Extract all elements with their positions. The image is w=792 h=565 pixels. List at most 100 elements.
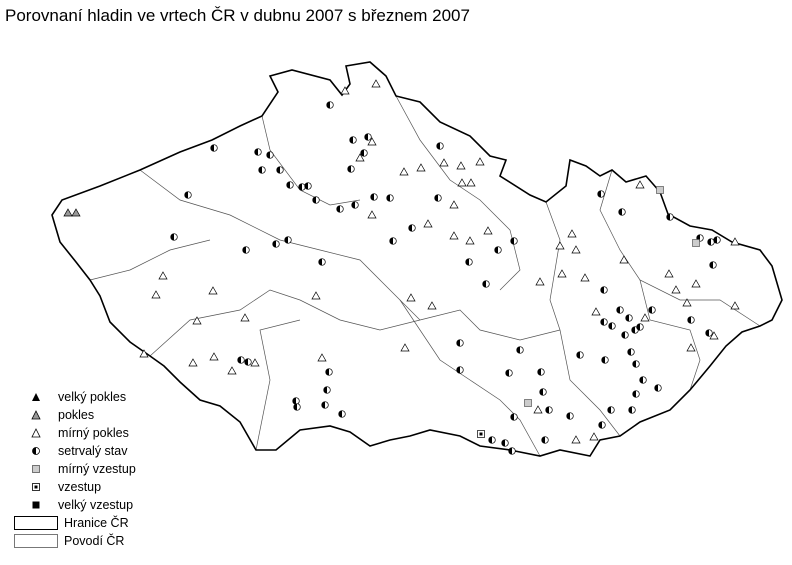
well-marker-triangle-outline	[250, 358, 260, 367]
square-filled-icon	[32, 501, 40, 509]
well-marker-half-circle	[321, 401, 329, 409]
well-marker-half-circle	[636, 323, 644, 331]
well-marker-half-circle	[598, 421, 606, 429]
well-marker-triangle-outline	[449, 231, 459, 240]
well-marker-half-circle	[434, 194, 442, 202]
well-marker-half-circle	[364, 133, 372, 141]
well-marker-triangle-outline	[571, 245, 581, 254]
well-marker-triangle-outline	[340, 86, 350, 95]
well-marker-half-circle	[501, 439, 509, 447]
well-marker-square-grey	[656, 186, 664, 194]
well-marker-half-circle	[184, 191, 192, 199]
well-marker-triangle-outline	[730, 301, 740, 310]
well-marker-half-circle	[621, 331, 629, 339]
well-marker-triangle-outline	[139, 349, 149, 358]
well-marker-half-circle	[351, 201, 359, 209]
well-marker-triangle-outline	[465, 236, 475, 245]
well-marker-half-circle	[713, 236, 721, 244]
well-marker-half-circle	[266, 151, 274, 159]
well-marker-square-grey	[692, 239, 700, 247]
well-marker-half-circle	[482, 280, 490, 288]
well-marker-triangle-outline	[208, 286, 218, 295]
well-marker-half-circle	[597, 190, 605, 198]
well-marker-triangle-hatched	[63, 208, 73, 217]
well-marker-triangle-outline	[567, 229, 577, 238]
well-marker-triangle-outline	[449, 200, 459, 209]
well-marker-triangle-outline	[686, 343, 696, 352]
well-marker-triangle-outline	[367, 210, 377, 219]
well-marker-half-circle	[618, 208, 626, 216]
well-marker-triangle-outline	[730, 237, 740, 246]
legend-item-velky-vzestup: velký vzestup	[14, 496, 136, 514]
well-marker-half-circle	[654, 384, 662, 392]
well-marker-half-circle	[488, 436, 496, 444]
well-marker-triangle-outline	[483, 226, 493, 235]
well-marker-half-circle	[389, 237, 397, 245]
well-marker-half-circle	[436, 142, 444, 150]
basin-line	[399, 299, 541, 457]
triangle-outline-icon	[31, 428, 41, 438]
legend-label: Hranice ČR	[64, 516, 129, 530]
legend-label: setrvalý stav	[58, 444, 128, 458]
well-marker-half-circle	[510, 237, 518, 245]
legend-item-vzestup: vzestup	[14, 478, 136, 496]
basin-lines	[89, 95, 761, 457]
well-marker-half-circle	[170, 233, 178, 241]
well-marker-triangle-outline	[619, 255, 629, 264]
well-marker-triangle-outline	[475, 157, 485, 166]
well-marker-half-circle	[293, 403, 301, 411]
legend-item-velky-pokles: velký pokles	[14, 388, 136, 406]
well-marker-triangle-outline	[439, 158, 449, 167]
basin-line	[255, 319, 301, 451]
well-marker-triangle-outline	[557, 269, 567, 278]
well-marker-half-circle	[566, 412, 574, 420]
well-marker-half-circle	[465, 258, 473, 266]
well-marker-half-circle	[705, 329, 713, 337]
well-marker-triangle-outline	[535, 277, 545, 286]
well-marker-half-circle	[326, 101, 334, 109]
well-marker-half-circle	[600, 286, 608, 294]
well-marker-half-circle	[687, 316, 695, 324]
basin-line	[599, 169, 761, 327]
well-marker-half-circle	[237, 356, 245, 364]
well-marker-triangle-outline	[691, 279, 701, 288]
well-marker-triangle-outline	[533, 405, 543, 414]
well-marker-half-circle	[627, 348, 635, 356]
well-marker-half-circle	[537, 368, 545, 376]
well-marker-half-circle	[210, 144, 218, 152]
well-marker-half-circle	[541, 436, 549, 444]
well-marker-half-circle	[632, 390, 640, 398]
triangle-filled-icon	[32, 393, 40, 401]
well-marker-half-circle	[338, 410, 346, 418]
well-marker-triangle-outline	[209, 352, 219, 361]
well-marker-half-circle	[276, 166, 284, 174]
well-marker-half-circle	[286, 181, 294, 189]
legend-label: vzestup	[58, 480, 102, 494]
square-grey-icon	[32, 465, 40, 473]
well-marker-triangle-outline	[640, 313, 650, 322]
well-marker-half-circle	[516, 346, 524, 354]
well-marker-half-circle	[608, 322, 616, 330]
legend-item-pokles: pokles	[14, 406, 136, 424]
well-marker-half-circle	[244, 358, 252, 366]
well-marker-half-circle	[325, 368, 333, 376]
well-marker-half-circle	[292, 397, 300, 405]
well-marker-half-circle	[323, 386, 331, 394]
well-marker-triangle-outline	[466, 178, 476, 187]
well-marker-half-circle	[304, 182, 312, 190]
legend-label: pokles	[58, 408, 95, 422]
well-marker-triangle-outline	[664, 269, 674, 278]
well-marker-triangle-outline	[709, 331, 719, 340]
well-marker-half-circle	[600, 318, 608, 326]
well-marker-triangle-outline	[555, 241, 565, 250]
well-marker-triangle-outline	[311, 291, 321, 300]
map-title: Porovnaní hladin ve vrtech ČR v dubnu 20…	[5, 6, 470, 25]
well-marker-triangle-outline	[457, 178, 467, 187]
legend: velký pokles pokles mírný pokles setrval…	[14, 388, 136, 550]
well-marker-half-circle	[318, 258, 326, 266]
well-marker-half-circle	[639, 376, 647, 384]
legend-item-hranice: Hranice ČR	[14, 514, 136, 532]
well-marker-half-circle	[312, 196, 320, 204]
well-marker-triangle-outline	[240, 313, 250, 322]
